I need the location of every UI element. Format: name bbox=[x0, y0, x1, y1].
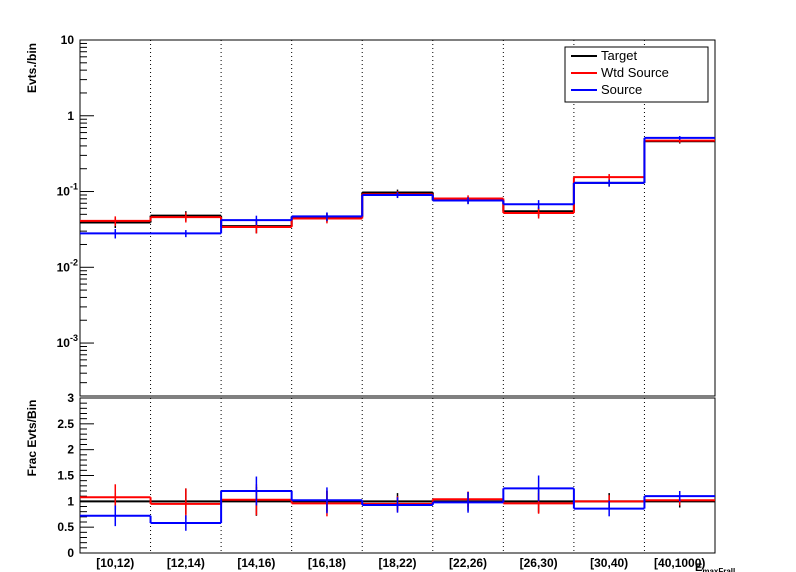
top-y-tick-label: 1 bbox=[67, 109, 74, 123]
x-axis-label: EmaxFrall bbox=[695, 562, 735, 572]
legend-label-source: Source bbox=[601, 82, 642, 97]
bottom-y-tick-label: 1.5 bbox=[57, 469, 74, 483]
bottom-y-axis-label: Frac Evts/Bin bbox=[25, 400, 39, 477]
legend: Target Wtd Source Source bbox=[564, 46, 709, 103]
x-tick-label: [22,26) bbox=[449, 556, 487, 570]
top-y-tick-label: 10-2 bbox=[57, 257, 78, 274]
bottom-y-tick-label: 0.5 bbox=[57, 520, 74, 534]
bottom-y-tick-label: 1 bbox=[67, 494, 74, 508]
bottom-plot-frame bbox=[79, 397, 716, 554]
top-y-axis-label: Evts./bin bbox=[25, 43, 39, 93]
bottom-y-tick-label: 3 bbox=[67, 391, 74, 405]
top-y-tick-label: 10-1 bbox=[57, 182, 78, 199]
bottom-y-tick-label: 0 bbox=[67, 546, 74, 560]
x-tick-label: [30,40) bbox=[590, 556, 628, 570]
bottom-panel: 0 0.5 1 1.5 2 2.5 3 [10,12) [12,14) [14,16) [16,18… bbox=[57, 391, 735, 572]
x-tick-label: [14,16) bbox=[237, 556, 275, 570]
x-tick-label: [10,12) bbox=[96, 556, 134, 570]
x-tick-label: [12,14) bbox=[167, 556, 205, 570]
x-tick-label: [18,22) bbox=[378, 556, 416, 570]
legend-label-target: Target bbox=[601, 48, 638, 63]
legend-label-wtd-source: Wtd Source bbox=[601, 65, 669, 80]
x-tick-label: [40,1000) bbox=[654, 556, 705, 570]
bottom-y-tick-label: 2 bbox=[67, 443, 74, 457]
bottom-y-tick-label: 2.5 bbox=[57, 417, 74, 431]
x-tick-label: [16,18) bbox=[308, 556, 346, 570]
top-y-tick-label: 10-3 bbox=[57, 333, 78, 350]
top-y-tick-label: 10 bbox=[61, 33, 75, 47]
x-tick-label: [26,30) bbox=[520, 556, 558, 570]
